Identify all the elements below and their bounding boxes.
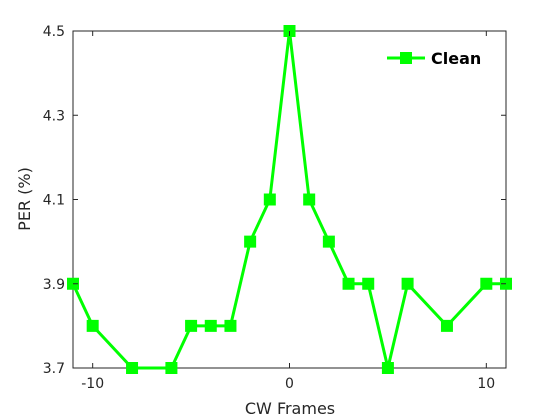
x-tick-label: 10: [477, 376, 495, 392]
y-tick-label: 3.7: [43, 361, 65, 377]
data-point: [381, 362, 394, 374]
y-axis-label: PER (%): [15, 167, 34, 231]
x-axis-ticks: -10 0 10: [81, 31, 495, 392]
data-point: [165, 362, 178, 374]
data-point: [126, 362, 139, 374]
series-group: [67, 25, 512, 374]
data-point: [185, 319, 198, 332]
legend: Clean: [380, 43, 498, 75]
data-point: [263, 193, 276, 206]
data-point: [244, 235, 257, 248]
legend-marker: [400, 52, 412, 64]
data-point: [401, 277, 414, 290]
y-tick-label: 4.1: [43, 193, 65, 209]
data-point: [362, 277, 375, 290]
data-point: [204, 319, 217, 332]
data-point: [440, 319, 453, 332]
data-point: [303, 193, 316, 206]
data-point: [342, 277, 355, 290]
y-tick-label: 3.9: [43, 277, 65, 293]
x-tick-label: -10: [81, 376, 104, 392]
y-tick-label: 4.5: [43, 24, 65, 40]
data-point: [86, 319, 99, 332]
data-point: [322, 235, 335, 248]
legend-label-clean: Clean: [431, 49, 481, 68]
y-axis-ticks: 3.7 3.9 4.1 4.3 4.5: [43, 24, 506, 377]
x-axis-label: CW Frames: [245, 399, 335, 418]
data-point: [224, 319, 237, 332]
y-tick-label: 4.3: [43, 108, 65, 124]
data-point: [480, 277, 493, 290]
x-tick-label: 0: [285, 376, 294, 392]
